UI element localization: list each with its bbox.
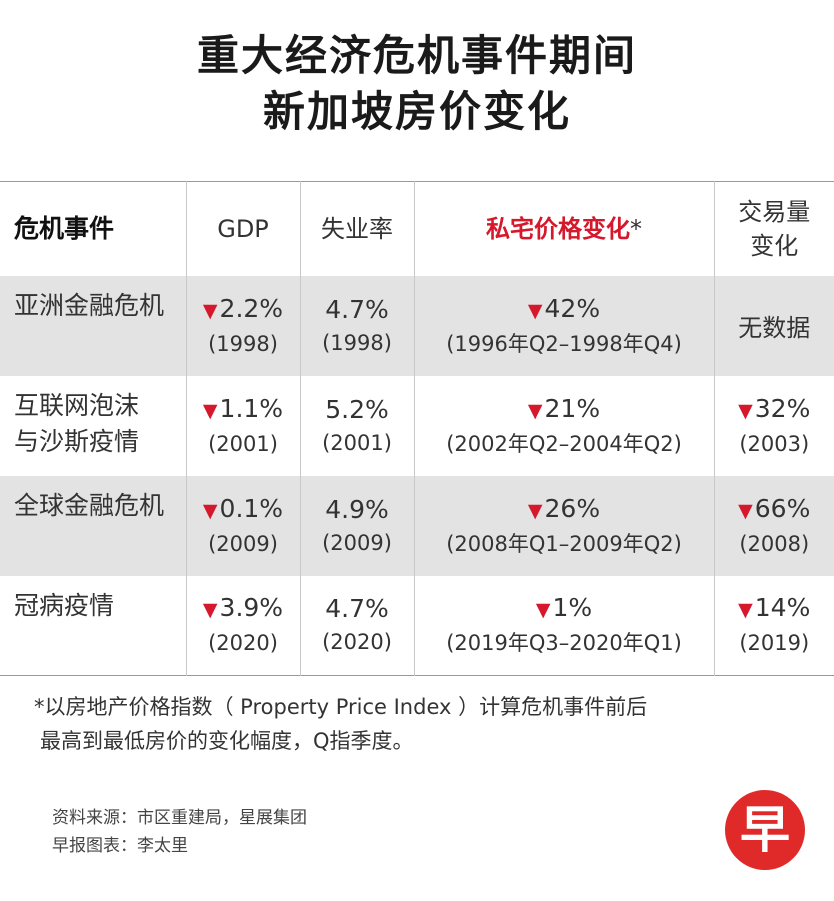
gdp-cell: ▼3.9% (2020) — [185, 575, 300, 676]
down-arrow-icon: ▼ — [738, 399, 753, 422]
table-row: 全球金融危机 ▼0.1% (2009) 4.9% (2009) ▼26% (2008年Q1–… — [0, 475, 834, 576]
event-cell: 互联网泡沫与沙斯疫情 — [0, 376, 186, 476]
unemployment-cell: 4.7% (1998) — [299, 275, 414, 376]
header-gdp: GDP — [185, 181, 300, 276]
down-arrow-icon: ▼ — [202, 399, 218, 422]
footnote-line-2: 最高到最低房价的变化幅度，Q指季度。 — [40, 729, 414, 753]
unemployment-period: (2009) — [322, 530, 392, 555]
event-name-line-1: 冠病疫情 — [14, 590, 115, 620]
gdp-value: 2.2% — [219, 293, 284, 323]
footnote: *以房地产价格指数（ Property Price Index ）计算危机事件前… — [34, 690, 814, 758]
header-volume: 交易量 变化 — [713, 181, 834, 276]
gdp-period: (2009) — [208, 531, 278, 556]
volume-change-period: (2003) — [739, 431, 810, 456]
down-arrow-icon: ▼ — [202, 299, 218, 322]
volume-change-cell: ▼32% (2003) — [713, 375, 834, 476]
table-header-row: 危机事件 GDP 失业率 私宅价格变化* 交易量变化 — [0, 181, 834, 276]
volume-change-cell: 无数据 — [713, 275, 834, 376]
unemployment-period: (2020) — [322, 630, 392, 655]
gdp-cell: ▼0.1% (2009) — [185, 475, 300, 576]
zaobao-logo: 早 — [725, 790, 805, 870]
volume-change-value: 14% — [754, 593, 811, 623]
gdp-cell: ▼1.1% (2001) — [185, 375, 300, 476]
unemployment-cell: 4.9% (2009) — [299, 475, 414, 576]
price-change-period: (2019年Q3–2020年Q1) — [446, 631, 682, 656]
price-change-value: 42% — [544, 293, 601, 323]
event-name-line-1: 亚洲金融危机 — [14, 290, 165, 320]
down-arrow-icon: ▼ — [535, 599, 551, 622]
header-unemployment: 失业率 — [299, 181, 414, 276]
down-arrow-icon: ▼ — [527, 499, 543, 522]
header-price-change: 私宅价格变化* — [413, 181, 714, 276]
down-arrow-icon: ▼ — [527, 299, 543, 322]
table-row: 亚洲金融危机 ▼2.2% (1998) 4.7% (1998) ▼42% (1996年Q2–… — [0, 275, 834, 376]
event-cell: 全球金融危机 — [0, 475, 186, 576]
unemployment-value: 4.9% — [325, 494, 389, 524]
event-name-line-1: 全球金融危机 — [14, 490, 165, 520]
unemployment-value: 5.2% — [325, 394, 389, 424]
gdp-period: (1998) — [208, 331, 278, 356]
volume-change-value: 66% — [754, 493, 811, 523]
event-name-line-2: 与沙斯疫情 — [14, 426, 140, 456]
gdp-period: (2020) — [208, 631, 278, 656]
down-arrow-icon: ▼ — [202, 499, 218, 522]
gdp-period: (2001) — [208, 431, 278, 456]
header-price-star: * — [630, 214, 642, 243]
source-credits: 资料来源：市区重建局，星展集团 早报图表：李太里 — [52, 804, 307, 860]
crisis-table: 危机事件 GDP 失业率 私宅价格变化* 交易量 变化 亚洲金融危机 ▼2.2% (1… — [0, 181, 834, 676]
price-change-value: 1% — [552, 593, 593, 623]
gdp-value: 0.1% — [219, 493, 284, 523]
volume-change-cell: ▼66% (2008) — [713, 475, 834, 576]
down-arrow-icon: ▼ — [527, 399, 543, 422]
source-line-1: 资料来源：市区重建局，星展集团 — [52, 808, 307, 828]
unemployment-cell: 4.7% (2020) — [299, 575, 414, 676]
title-line-2: 新加坡房价变化 — [262, 87, 571, 136]
header-event: 危机事件 — [14, 213, 115, 243]
price-change-period: (2008年Q1–2009年Q2) — [446, 531, 682, 556]
price-change-period: (2002年Q2–2004年Q2) — [446, 431, 682, 456]
down-arrow-icon: ▼ — [738, 599, 753, 622]
header-volume-line-1: 交易量 — [738, 197, 811, 226]
unemployment-cell: 5.2% (2001) — [299, 375, 414, 476]
price-change-cell: ▼21% (2002年Q2–2004年Q2) — [413, 375, 714, 476]
volume-change-period: (2008) — [739, 531, 810, 556]
price-change-period: (1996年Q2–1998年Q4) — [446, 331, 682, 356]
price-change-value: 21% — [544, 393, 601, 423]
price-change-cell: ▼26% (2008年Q1–2009年Q2) — [413, 475, 714, 576]
price-change-cell: ▼42% (1996年Q2–1998年Q4) — [413, 275, 714, 376]
event-cell: 冠病疫情 — [0, 576, 186, 676]
unemployment-period: (1998) — [322, 330, 392, 355]
source-line-2: 早报图表：李太里 — [52, 836, 188, 856]
table-row: 互联网泡沫 与沙斯疫情 ▼1.1% (2001) 5.2% (2001) ▼21% (2002… — [0, 375, 834, 476]
gdp-value: 1.1% — [219, 393, 284, 423]
header-volume-line-2: 变化 — [750, 231, 799, 260]
volume-change-value: 32% — [754, 393, 811, 423]
volume-change-cell: ▼14% (2019) — [713, 575, 834, 676]
down-arrow-icon: ▼ — [738, 499, 753, 522]
volume-change-value: 无数据 — [738, 314, 811, 342]
price-change-cell: ▼1% (2019年Q3–2020年Q1) — [413, 575, 714, 676]
down-arrow-icon: ▼ — [202, 599, 218, 622]
event-cell: 亚洲金融危机 — [0, 275, 186, 376]
event-name-line-1: 互联网泡沫 — [14, 390, 140, 420]
table-row: 冠病疫情 ▼3.9% (2020) 4.7% (2020) ▼1% (2019年Q3–202… — [0, 575, 834, 676]
chart-title: 重大经济危机事件期间 新加坡房价变化 — [0, 28, 834, 140]
unemployment-period: (2001) — [322, 430, 392, 455]
gdp-value: 3.9% — [219, 593, 284, 623]
volume-change-period: (2019) — [739, 631, 810, 656]
unemployment-value: 4.7% — [325, 594, 389, 624]
gdp-cell: ▼2.2% (1998) — [185, 275, 300, 376]
price-change-value: 26% — [544, 493, 601, 523]
title-line-1: 重大经济危机事件期间 — [196, 31, 637, 80]
unemployment-value: 4.7% — [325, 294, 389, 324]
footnote-line-1: *以房地产价格指数（ Property Price Index ）计算危机事件前… — [34, 695, 648, 719]
header-price-label: 私宅价格变化 — [486, 214, 630, 243]
